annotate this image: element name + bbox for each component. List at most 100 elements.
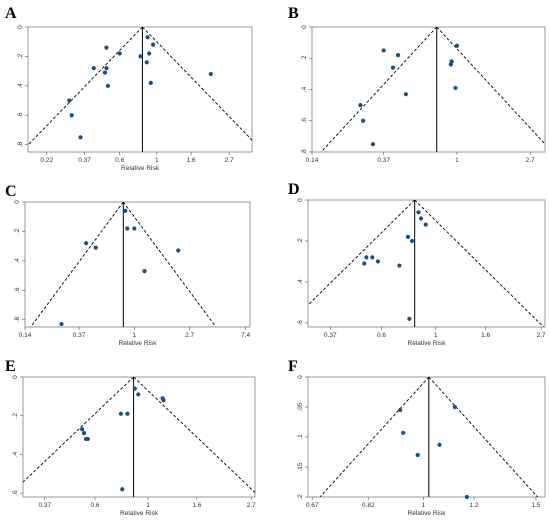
y-tick-label: 0: [301, 25, 308, 29]
x-tick-label: 2.7: [537, 332, 546, 339]
study-point: [405, 234, 411, 239]
x-tick-label: 1: [434, 332, 438, 339]
panel-letter: D: [288, 181, 300, 198]
y-tick-label: .2: [17, 53, 24, 59]
study-point: [104, 66, 109, 71]
plot-frame: [307, 376, 546, 498]
study-point: [102, 70, 108, 75]
panel-letter: F: [288, 358, 298, 375]
study-point: [147, 51, 152, 56]
study-point: [145, 35, 150, 40]
study-point: [453, 85, 458, 91]
x-tick-label: 0.37: [377, 157, 390, 164]
study-point: [448, 62, 453, 67]
y-tick-label: .6: [12, 490, 19, 496]
x-tick-label: 1: [155, 157, 159, 164]
study-point: [81, 431, 87, 436]
plot-frame: [24, 201, 251, 328]
y-tick-label: 0: [297, 198, 304, 202]
plot-frame: [22, 376, 256, 498]
funnel-plot-panel-c: C0 .2 .4 .6 .8 0.14 0.37 1 2.7 7.4 Relative Risk: [5, 183, 251, 347]
x-tick-label: 1.6: [187, 157, 196, 164]
y-tick-label: .6: [17, 112, 24, 118]
study-point: [381, 48, 386, 53]
x-tick-label: 1: [146, 502, 150, 509]
x-tick-label: 1: [455, 157, 459, 164]
study-point: [416, 210, 421, 215]
study-point: [464, 494, 470, 500]
study-point: [91, 66, 96, 71]
study-point: [437, 442, 442, 447]
pseudo-ci-lower-line: [308, 200, 416, 306]
study-point: [409, 238, 415, 244]
y-tick-label: .8: [17, 142, 24, 148]
study-point: [85, 436, 90, 442]
x-axis-label: Relative Risk: [408, 340, 447, 347]
study-point: [454, 43, 460, 48]
x-tick-label: 0.14: [306, 157, 319, 164]
pseudo-ci-lower-line: [23, 377, 134, 483]
study-point: [390, 65, 396, 70]
pseudo-ci-upper-line: [122, 202, 217, 327]
plot-frame: [307, 199, 546, 328]
y-tick-label: .4: [297, 279, 304, 285]
y-tick-label: .4: [14, 258, 21, 264]
funnel-plot-panel-a: A0 .2 .4 .6 .8 0.22 0.37 0.6 1 1.6 2.7 Relative Ris…: [5, 5, 253, 172]
y-tick-label: .4: [17, 83, 24, 89]
study-point: [142, 269, 147, 274]
study-point: [395, 53, 401, 58]
study-point: [67, 98, 72, 103]
y-tick-label: 0: [14, 200, 21, 204]
study-point: [132, 386, 137, 391]
y-tick-label: .4: [301, 86, 308, 92]
study-point: [370, 142, 376, 147]
y-tick-label: .2: [12, 413, 19, 419]
study-point: [401, 430, 406, 435]
panel-letter: B: [288, 5, 299, 22]
study-point: [375, 259, 381, 264]
pseudo-ci-upper-line: [414, 200, 544, 327]
x-tick-label: 0.6: [90, 502, 99, 509]
study-point: [69, 113, 74, 118]
study-point: [123, 208, 128, 213]
y-tick-label: .2: [301, 55, 308, 61]
study-point: [138, 54, 143, 59]
y-tick-label: .2: [297, 238, 304, 244]
x-axis-label: Relative Risk: [408, 510, 447, 517]
y-tick-label: 0: [17, 25, 24, 29]
panel-letter: C: [5, 183, 17, 200]
x-tick-label: 2.7: [247, 502, 256, 509]
pseudo-ci-upper-line: [428, 377, 538, 497]
study-point: [80, 427, 85, 432]
study-point: [84, 241, 89, 246]
plot-frame: [27, 26, 253, 153]
x-tick-label: 1: [422, 502, 426, 509]
pseudo-ci-upper-line: [436, 27, 545, 145]
study-point: [105, 83, 110, 88]
x-tick-label: 0.67: [306, 502, 319, 509]
pseudo-ci-upper-line: [133, 377, 255, 494]
panel-letter: A: [5, 5, 17, 22]
pseudo-ci-lower-line: [320, 27, 438, 152]
x-tick-label: 2.7: [526, 157, 535, 164]
x-tick-label: 1: [133, 332, 137, 339]
x-axis-label: Relative Risk: [119, 340, 158, 347]
study-point: [132, 226, 137, 231]
study-point: [148, 80, 153, 85]
x-tick-label: 0.82: [362, 502, 375, 509]
study-point: [117, 51, 122, 56]
study-point: [407, 316, 412, 321]
x-tick-label: 0.37: [78, 157, 91, 164]
study-point: [403, 92, 408, 97]
study-point: [370, 255, 375, 260]
study-point: [125, 226, 130, 231]
y-tick-label: .8: [14, 317, 21, 323]
study-point: [125, 411, 130, 416]
study-point: [136, 392, 141, 397]
y-tick-label: .4: [12, 451, 19, 457]
study-point: [176, 248, 181, 253]
funnel-plot-panel-b: B0 .2 .4 .6 .8 0.14 0.37 1 2.7: [288, 5, 546, 164]
y-tick-label: .1: [297, 434, 304, 440]
x-tick-label: 0.6: [115, 157, 124, 164]
